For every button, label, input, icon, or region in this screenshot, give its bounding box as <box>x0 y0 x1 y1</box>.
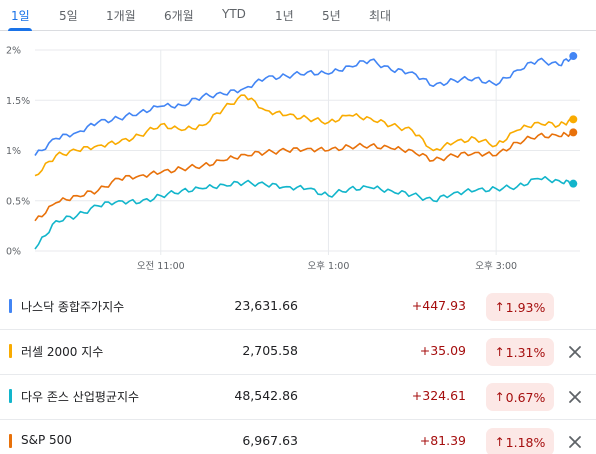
percent-change-badge: ↑ 1.93% <box>486 293 554 321</box>
series-line <box>34 176 574 250</box>
series-color-swatch <box>9 299 12 313</box>
series-line <box>34 131 574 222</box>
index-row-sp500[interactable]: S&P 500 6,967.63 +81.39 ↑ 1.18% <box>0 420 596 454</box>
row-divider <box>0 329 596 330</box>
percent-change-value: 1.93% <box>505 299 546 315</box>
time-range-tabs: 1일 5일 1개월 6개월 YTD 1년 5년 최대 <box>0 0 596 31</box>
y-tick-label: 1.5% <box>6 96 30 107</box>
index-row-russell[interactable]: 러셀 2000 지수 2,705.58 +35.09 ↑ 1.31% <box>0 330 596 374</box>
index-row-nasdaq[interactable]: 나스닥 종합주가지수 23,631.66 +447.93 ↑ 1.93% <box>0 285 596 329</box>
series-line <box>34 55 574 156</box>
index-row-dow[interactable]: 다우 존스 산업평균지수 48,542.86 +324.61 ↑ 0.67% <box>0 375 596 419</box>
y-tick-label: 0% <box>6 247 21 258</box>
series-line <box>34 94 574 177</box>
index-comparison-chart[interactable]: 2% 1.5% 1% 0.5% 0% 오전 11:00 오후 1:00 오후 3:00 <box>0 31 596 280</box>
series-end-dot <box>569 179 578 188</box>
series-end-dot <box>569 128 578 137</box>
remove-comparison-close-icon[interactable] <box>566 343 584 361</box>
y-tick-label: 0.5% <box>6 196 30 207</box>
tab-ytd[interactable]: YTD <box>222 7 246 21</box>
percent-change-value: 1.31% <box>505 344 546 360</box>
y-tick-label: 1% <box>6 146 21 157</box>
row-divider <box>0 419 596 420</box>
index-change: +447.93 <box>411 298 466 313</box>
index-value: 23,631.66 <box>234 298 298 313</box>
series-end-dot <box>569 115 578 124</box>
percent-change-badge: ↑ 1.18% <box>486 428 554 454</box>
x-tick-label: 오전 11:00 <box>137 261 185 272</box>
series-color-swatch <box>9 434 12 448</box>
arrow-up-icon: ↑ <box>494 345 505 359</box>
y-tick-label: 2% <box>6 46 21 57</box>
percent-change-value: 1.18% <box>505 434 546 450</box>
index-value: 48,542.86 <box>234 388 298 403</box>
index-name: 러셀 2000 지수 <box>21 345 104 359</box>
index-change: +35.09 <box>419 343 466 358</box>
tab-5d[interactable]: 5일 <box>59 9 78 23</box>
index-name: 나스닥 종합주가지수 <box>21 300 125 314</box>
arrow-up-icon: ↑ <box>494 435 505 449</box>
series-end-dot <box>569 52 578 61</box>
percent-change-badge: ↑ 1.31% <box>486 338 554 366</box>
x-tick-label: 오후 1:00 <box>308 261 350 272</box>
series-color-swatch <box>9 344 12 358</box>
tab-max[interactable]: 최대 <box>369 9 392 23</box>
tab-1y[interactable]: 1년 <box>275 9 294 23</box>
index-change: +81.39 <box>419 433 466 448</box>
index-name: 다우 존스 산업평균지수 <box>21 390 140 404</box>
chart-canvas: 2% 1.5% 1% 0.5% 0% 오전 11:00 오후 1:00 오후 3:00 <box>6 46 580 272</box>
index-value: 2,705.58 <box>242 343 298 358</box>
tab-5y[interactable]: 5년 <box>322 9 341 23</box>
percent-change-value: 0.67% <box>505 389 546 405</box>
row-divider <box>0 374 596 375</box>
tab-6m[interactable]: 6개월 <box>164 9 194 23</box>
remove-comparison-close-icon[interactable] <box>566 433 584 451</box>
index-change: +324.61 <box>411 388 466 403</box>
remove-comparison-close-icon[interactable] <box>566 388 584 406</box>
series-color-swatch <box>9 389 12 403</box>
index-name: S&P 500 <box>21 433 72 447</box>
arrow-up-icon: ↑ <box>494 300 505 314</box>
arrow-up-icon: ↑ <box>494 390 505 404</box>
tab-1d[interactable]: 1일 <box>11 9 30 23</box>
index-value: 6,967.63 <box>242 433 298 448</box>
active-tab-indicator <box>8 28 32 31</box>
x-tick-label: 오후 3:00 <box>475 261 517 272</box>
tab-1m[interactable]: 1개월 <box>106 9 136 23</box>
percent-change-badge: ↑ 0.67% <box>486 383 554 411</box>
